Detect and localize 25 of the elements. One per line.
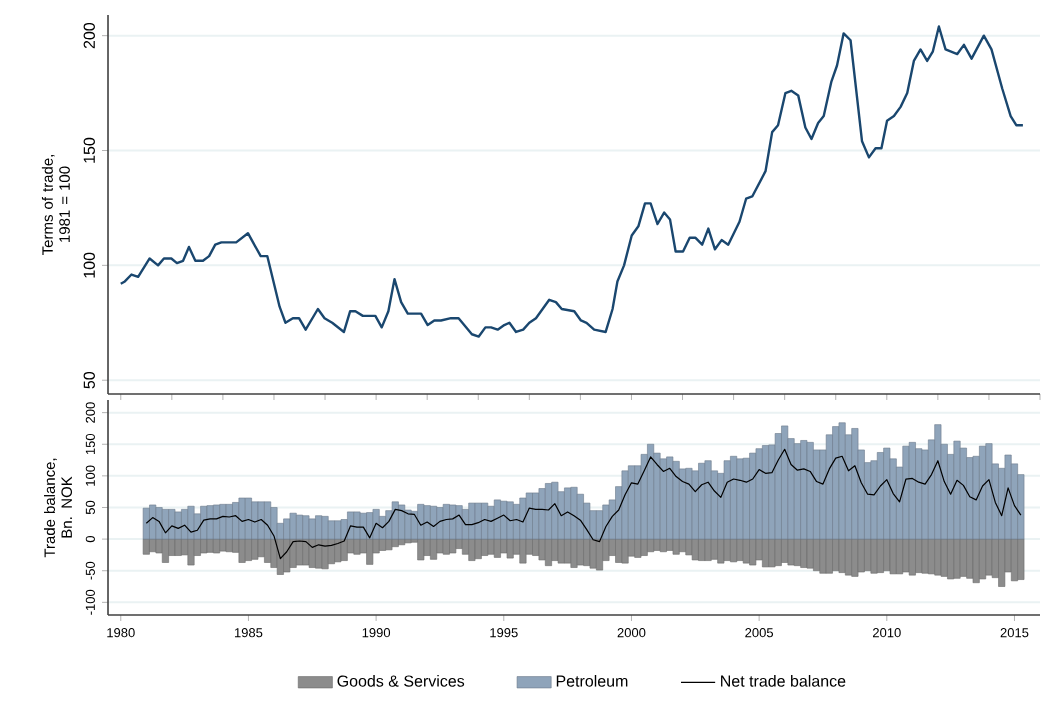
x-tick-label: 2015 bbox=[1000, 628, 1029, 638]
legend-label: Net trade balance bbox=[721, 674, 846, 687]
y-axis-title: Terms of trade, 1981 = 100 bbox=[41, 155, 70, 255]
y-tick-label: -100 bbox=[85, 589, 95, 615]
y-tick-label: 50 bbox=[85, 500, 95, 515]
legend-label: Petroleum bbox=[556, 674, 628, 687]
y-tick-label: -50 bbox=[85, 561, 95, 580]
y-axis-title: Trade balance, Bn. NOK bbox=[44, 458, 73, 558]
x-tick-label: 1980 bbox=[107, 628, 135, 638]
x-tick-label: 1985 bbox=[234, 628, 263, 638]
y-tick-label: 50 bbox=[83, 371, 95, 389]
x-tick-label: 1995 bbox=[490, 628, 518, 638]
y-tick-label: 100 bbox=[85, 465, 95, 486]
y-tick-label: 0 bbox=[85, 536, 95, 543]
y-tick-label: 200 bbox=[83, 22, 95, 49]
x-tick-label: 2005 bbox=[745, 628, 774, 638]
y-tick-label: 150 bbox=[85, 433, 95, 455]
y-tick-label: 150 bbox=[83, 137, 95, 163]
x-tick-label: 1990 bbox=[362, 628, 391, 638]
y-tick-label: 100 bbox=[83, 252, 95, 278]
y-tick-label: 200 bbox=[85, 402, 95, 423]
x-tick-label: 2010 bbox=[873, 628, 901, 638]
x-tick-label: 2000 bbox=[617, 628, 646, 638]
line-series bbox=[145, 448, 1022, 560]
legend-label: Goods & Services bbox=[337, 674, 465, 687]
